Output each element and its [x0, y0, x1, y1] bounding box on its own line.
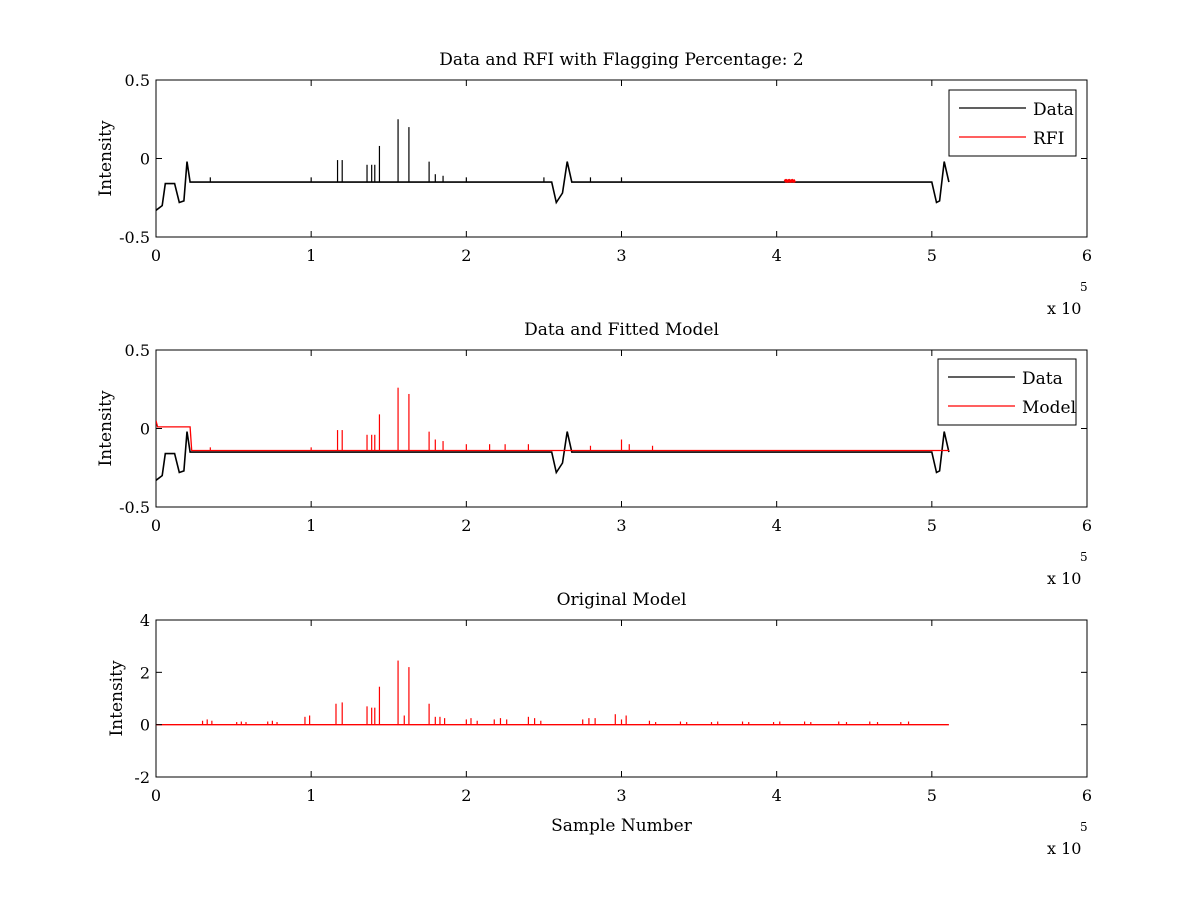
x-tick-label: 5	[927, 786, 937, 805]
axes-box	[155, 79, 1088, 238]
x-tick-label: 1	[306, 246, 316, 265]
series-1	[156, 119, 950, 211]
legend-box	[937, 358, 1077, 426]
x-tick-label: 3	[616, 786, 626, 805]
series-line	[783, 178, 796, 183]
plot-area	[156, 387, 950, 481]
x-exponent: 5	[1080, 550, 1088, 564]
series-2	[783, 178, 796, 183]
x-tick-label: 5	[927, 516, 937, 535]
x-tick-label: 4	[772, 786, 782, 805]
x-tick-label: 1	[306, 786, 316, 805]
y-tick-label: -0.5	[119, 228, 150, 247]
legend-label: Data	[1022, 369, 1063, 389]
x-tick-label: 2	[461, 516, 471, 535]
x-tick-label: 1	[306, 516, 316, 535]
plot-area	[156, 660, 949, 726]
y-axis-label: Intensity	[107, 660, 127, 736]
series-line	[156, 431, 950, 481]
chart-title: Data and RFI with Flagging Percentage: 2	[439, 50, 803, 70]
x-tick-label: 2	[461, 786, 471, 805]
y-tick-label: 2	[140, 663, 150, 682]
legend-label: Model	[1022, 398, 1076, 418]
y-tick-label: 0	[140, 150, 150, 169]
axes-box	[155, 619, 1088, 778]
y-axis-label: Intensity	[96, 390, 116, 466]
series-2	[156, 387, 949, 452]
x-exponent-label: x 10	[1047, 839, 1081, 858]
y-tick-label: 0	[140, 420, 150, 439]
x-exponent: 5	[1080, 820, 1088, 834]
series-1	[156, 431, 950, 481]
x-tick-label: 4	[772, 246, 782, 265]
x-tick-label: 6	[1082, 786, 1092, 805]
series-1	[156, 660, 949, 726]
x-tick-label: 0	[151, 786, 161, 805]
y-tick-label: 0.5	[125, 71, 150, 90]
chart-title: Data and Fitted Model	[524, 320, 719, 340]
plot-area	[156, 119, 950, 211]
x-exponent-label: x 10	[1047, 299, 1081, 318]
y-tick-label: 4	[140, 611, 150, 630]
x-exponent: 5	[1080, 280, 1088, 294]
x-tick-label: 2	[461, 246, 471, 265]
x-axis-label: Sample Number	[551, 816, 693, 836]
legend: Data RFI	[948, 89, 1077, 157]
series-line	[156, 420, 949, 452]
legend-box	[948, 89, 1077, 157]
x-tick-label: 0	[151, 516, 161, 535]
legend: Data Model	[937, 358, 1077, 426]
y-tick-label: 0.5	[125, 341, 150, 360]
y-tick-label: -0.5	[119, 498, 150, 517]
x-tick-label: 5	[927, 246, 937, 265]
y-tick-label: -2	[134, 768, 150, 787]
x-tick-label: 4	[772, 516, 782, 535]
y-tick-label: 0	[140, 716, 150, 735]
x-exponent-label: x 10	[1047, 569, 1081, 588]
x-tick-label: 3	[616, 516, 626, 535]
legend-label: RFI	[1033, 129, 1064, 149]
x-tick-label: 6	[1082, 516, 1092, 535]
y-axis-label: Intensity	[96, 120, 116, 196]
chart-title: Original Model	[557, 590, 687, 610]
series-line	[156, 161, 950, 211]
legend-label: Data	[1033, 100, 1074, 120]
x-tick-label: 0	[151, 246, 161, 265]
x-tick-label: 6	[1082, 246, 1092, 265]
x-tick-label: 3	[616, 246, 626, 265]
